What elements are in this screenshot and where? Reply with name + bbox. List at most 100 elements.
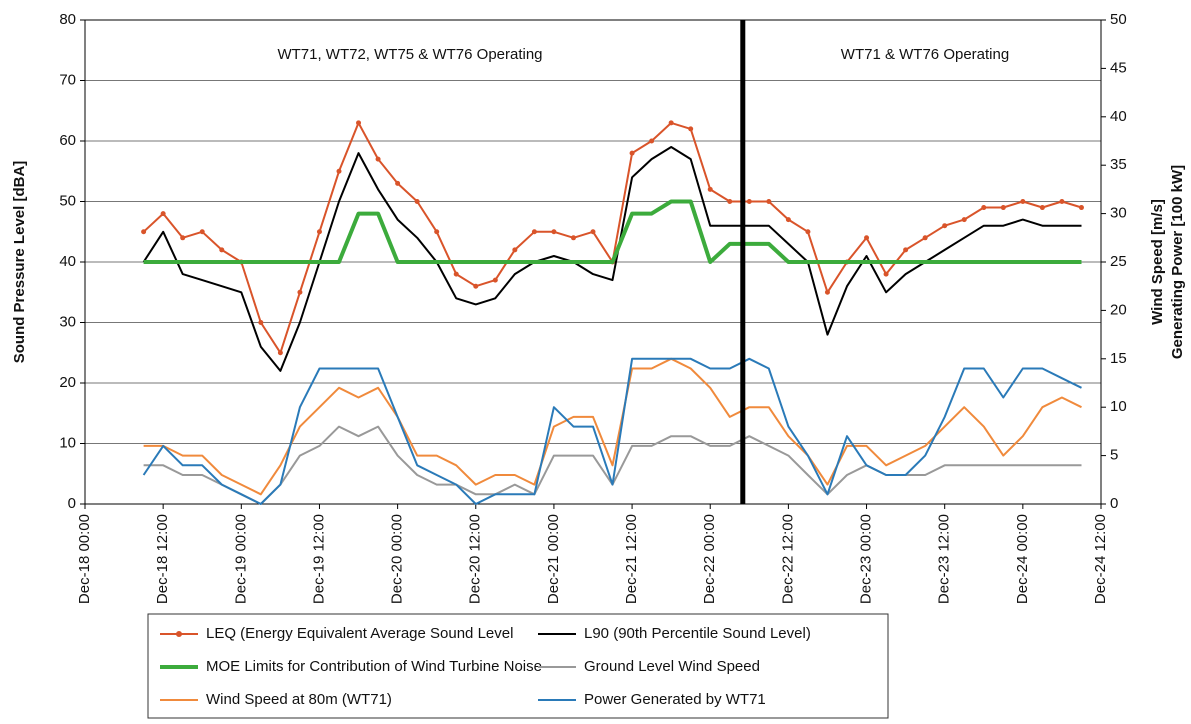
series-marker bbox=[570, 235, 576, 241]
y-tick-label: 70 bbox=[59, 71, 76, 88]
x-tick-label: Dec-24 00:00 bbox=[1014, 514, 1031, 604]
legend-label: Wind Speed at 80m (WT71) bbox=[206, 691, 392, 708]
x-tick-label: Dec-21 12:00 bbox=[623, 514, 640, 604]
legend bbox=[147, 613, 889, 719]
series-marker bbox=[981, 205, 987, 211]
series-marker bbox=[531, 229, 537, 235]
series-marker bbox=[1000, 205, 1006, 211]
y2-tick-label: 30 bbox=[1110, 205, 1127, 222]
y-tick-label: 40 bbox=[59, 253, 76, 270]
x-tick-label: Dec-20 12:00 bbox=[467, 514, 484, 604]
series-marker bbox=[277, 350, 283, 356]
y-tick-label: 0 bbox=[68, 495, 76, 512]
x-tick-label: Dec-23 00:00 bbox=[858, 514, 875, 604]
series-marker bbox=[258, 320, 264, 325]
series-marker bbox=[942, 223, 948, 229]
series-marker bbox=[1059, 199, 1065, 204]
series-marker bbox=[629, 150, 635, 156]
x-tick-label: Dec-18 12:00 bbox=[154, 514, 171, 604]
series-marker bbox=[864, 235, 870, 241]
y2-tick-label: 15 bbox=[1110, 350, 1127, 367]
y2-tick-label: 45 bbox=[1110, 59, 1127, 76]
annotation: WT71, WT72, WT75 & WT76 Operating bbox=[277, 46, 542, 63]
y2-tick-label: 0 bbox=[1110, 495, 1118, 512]
y-tick-label: 10 bbox=[59, 434, 76, 451]
series-marker bbox=[707, 186, 713, 192]
x-tick-label: Dec-22 00:00 bbox=[701, 514, 718, 604]
series-marker bbox=[1078, 205, 1084, 211]
series-marker bbox=[727, 199, 733, 204]
legend-label: Ground Level Wind Speed bbox=[584, 658, 760, 675]
series-marker bbox=[375, 156, 381, 162]
x-tick-label: Dec-23 12:00 bbox=[936, 514, 953, 604]
series-marker bbox=[141, 229, 147, 235]
y-tick-label: 60 bbox=[59, 132, 76, 149]
series-marker bbox=[414, 199, 420, 204]
y-tick-label: 30 bbox=[59, 313, 76, 330]
series-marker bbox=[336, 168, 342, 174]
y-tick-label: 20 bbox=[59, 374, 76, 391]
annotation: WT71 & WT76 Operating bbox=[841, 46, 1009, 63]
series-marker bbox=[824, 289, 830, 295]
series-marker bbox=[512, 247, 518, 253]
series-marker bbox=[688, 126, 694, 132]
x-tick-label: Dec-22 12:00 bbox=[779, 514, 796, 604]
x-tick-label: Dec-19 12:00 bbox=[310, 514, 327, 604]
x-tick-label: Dec-20 00:00 bbox=[389, 514, 406, 604]
series-marker bbox=[492, 277, 498, 283]
series-marker bbox=[316, 229, 322, 235]
series-marker bbox=[961, 217, 967, 223]
x-tick-label: Dec-21 00:00 bbox=[545, 514, 562, 604]
series-marker bbox=[649, 138, 655, 144]
series-marker bbox=[180, 235, 186, 241]
series-line bbox=[143, 199, 1082, 264]
legend-marker bbox=[176, 631, 182, 637]
series-marker bbox=[903, 247, 909, 253]
y-tick-label: 50 bbox=[59, 192, 76, 209]
y-axis-title: Sound Pressure Level [dBA] bbox=[11, 161, 28, 364]
series-marker bbox=[395, 180, 401, 186]
y2-axis-title: Generating Power [100 kW] bbox=[1169, 165, 1186, 359]
series-marker bbox=[219, 247, 225, 253]
series-marker bbox=[883, 271, 889, 277]
series-marker bbox=[590, 229, 596, 235]
y2-tick-label: 5 bbox=[1110, 447, 1118, 464]
series-marker bbox=[746, 199, 752, 204]
series-marker bbox=[297, 289, 303, 295]
series-marker bbox=[453, 271, 459, 277]
x-tick-label: Dec-19 00:00 bbox=[232, 514, 249, 604]
series-marker bbox=[922, 235, 928, 241]
series-marker bbox=[199, 229, 205, 235]
legend-label: MOE Limits for Contribution of Wind Turb… bbox=[206, 658, 542, 675]
series-line bbox=[142, 357, 1082, 505]
x-tick-label: Dec-24 12:00 bbox=[1092, 514, 1109, 604]
y2-tick-label: 40 bbox=[1110, 108, 1127, 125]
y2-tick-label: 35 bbox=[1110, 156, 1127, 173]
series-marker bbox=[160, 211, 166, 217]
y2-tick-label: 20 bbox=[1110, 301, 1127, 318]
series-marker bbox=[434, 229, 440, 235]
series-marker bbox=[668, 120, 674, 126]
series-marker bbox=[1020, 199, 1026, 204]
y-tick-label: 80 bbox=[59, 11, 76, 28]
series-line bbox=[143, 357, 1082, 496]
series-marker bbox=[785, 217, 791, 223]
series-marker bbox=[551, 229, 557, 235]
legend-label: L90 (90th Percentile Sound Level) bbox=[584, 625, 811, 642]
series-marker bbox=[473, 283, 479, 289]
series-marker bbox=[766, 199, 772, 204]
series-marker bbox=[805, 229, 811, 235]
y2-axis-title: Wind Speed [m/s] bbox=[1149, 199, 1166, 325]
plot-frame bbox=[84, 19, 1102, 505]
y2-tick-label: 10 bbox=[1110, 398, 1127, 415]
y2-tick-label: 50 bbox=[1110, 11, 1127, 28]
y2-tick-label: 25 bbox=[1110, 253, 1127, 270]
legend-label: Power Generated by WT71 bbox=[584, 691, 766, 708]
series-marker bbox=[1039, 205, 1045, 211]
legend-label: LEQ (Energy Equivalent Average Sound Lev… bbox=[206, 625, 513, 642]
x-tick-label: Dec-18 00:00 bbox=[76, 514, 93, 604]
series-marker bbox=[356, 120, 362, 126]
series-line bbox=[142, 121, 1082, 354]
